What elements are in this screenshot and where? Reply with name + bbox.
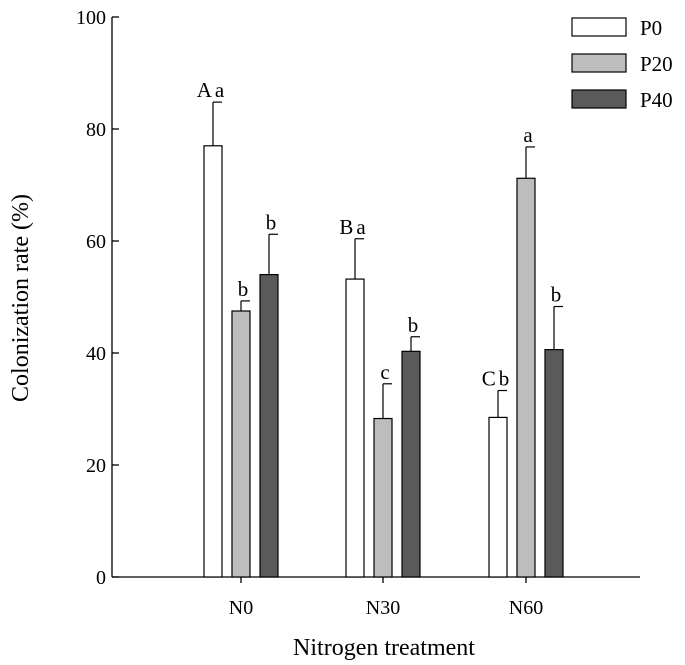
significance-label: c [380,360,389,384]
significance-label: b [238,277,249,301]
bar-P20-N0 [231,310,251,578]
y-tick-label: 0 [96,567,106,589]
legend-swatch-P20 [571,53,627,73]
bar-P40-N60 [544,349,564,578]
significance-label: b [551,283,562,307]
significance-label: b [408,313,419,337]
y-tick-label: 40 [86,343,106,365]
y-axis-label: Colonization rate (%) [8,194,34,402]
bar-P0-N0 [203,145,223,578]
legend-swatch-P0 [571,17,627,37]
y-tick-label: 20 [86,455,106,477]
bar-P40-N30 [401,350,421,578]
x-ticks: N0 N30 N60 [229,577,543,619]
significance-label: b [266,210,277,234]
x-axis-label: Nitrogen treatment [293,635,475,661]
legend: P0 P20 P40 [571,16,673,112]
significance-label: a [523,123,533,147]
legend-label-P0: P0 [640,16,662,40]
legend-swatch-P40 [571,89,627,109]
y-tick-label: 60 [86,231,106,253]
significance-label: Aa [197,78,228,102]
y-tick-label: 100 [76,7,106,29]
y-ticks: 0 20 40 60 80 100 [76,7,119,589]
legend-label-P20: P20 [640,52,673,76]
y-tick-label: 80 [86,119,106,141]
x-tick-label: N0 [229,597,253,619]
significance-label: Cb [482,367,513,391]
significance-label: Ba [339,215,368,239]
bar-P0-N60 [488,416,508,578]
bar-P40-N0 [259,274,279,578]
bar-P0-N30 [345,278,365,578]
legend-label-P40: P40 [640,88,673,112]
x-tick-label: N30 [366,597,400,619]
x-tick-label: N60 [509,597,543,619]
bar-P20-N30 [373,417,393,578]
bar-P20-N60 [516,177,536,578]
bars [203,145,564,578]
error-bars [212,101,563,419]
